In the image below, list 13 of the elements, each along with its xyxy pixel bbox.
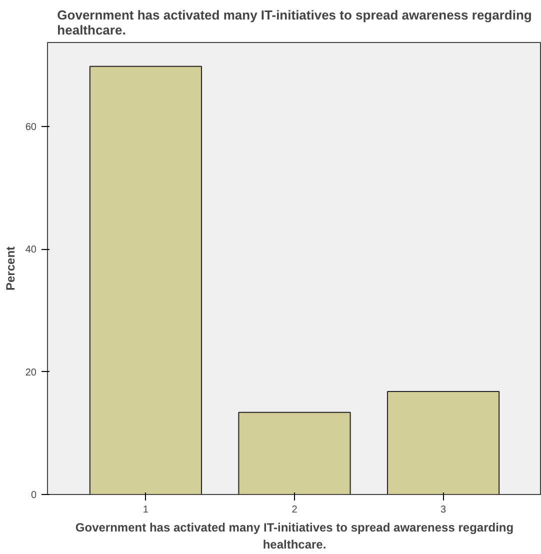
x-axis-title: Government has activated many IT-initiatives to spread awareness regarding healthcare. <box>75 520 514 552</box>
x-tick-label: 3 <box>440 504 447 516</box>
y-tick-label: 60 <box>25 122 37 134</box>
x-tick-label: 1 <box>142 504 149 516</box>
bar <box>238 412 351 494</box>
y-tick-label: 40 <box>25 244 37 256</box>
y-tick-label: 20 <box>25 367 37 378</box>
y-axis-title: Percent <box>3 246 18 291</box>
bar <box>89 66 202 494</box>
x-tick-label: 2 <box>292 504 298 516</box>
y-tick-label: 0 <box>30 490 37 501</box>
bar <box>386 390 500 494</box>
chart-title: Government has activated many IT-initiatives to spread awareness regarding healthcare. <box>57 8 532 38</box>
